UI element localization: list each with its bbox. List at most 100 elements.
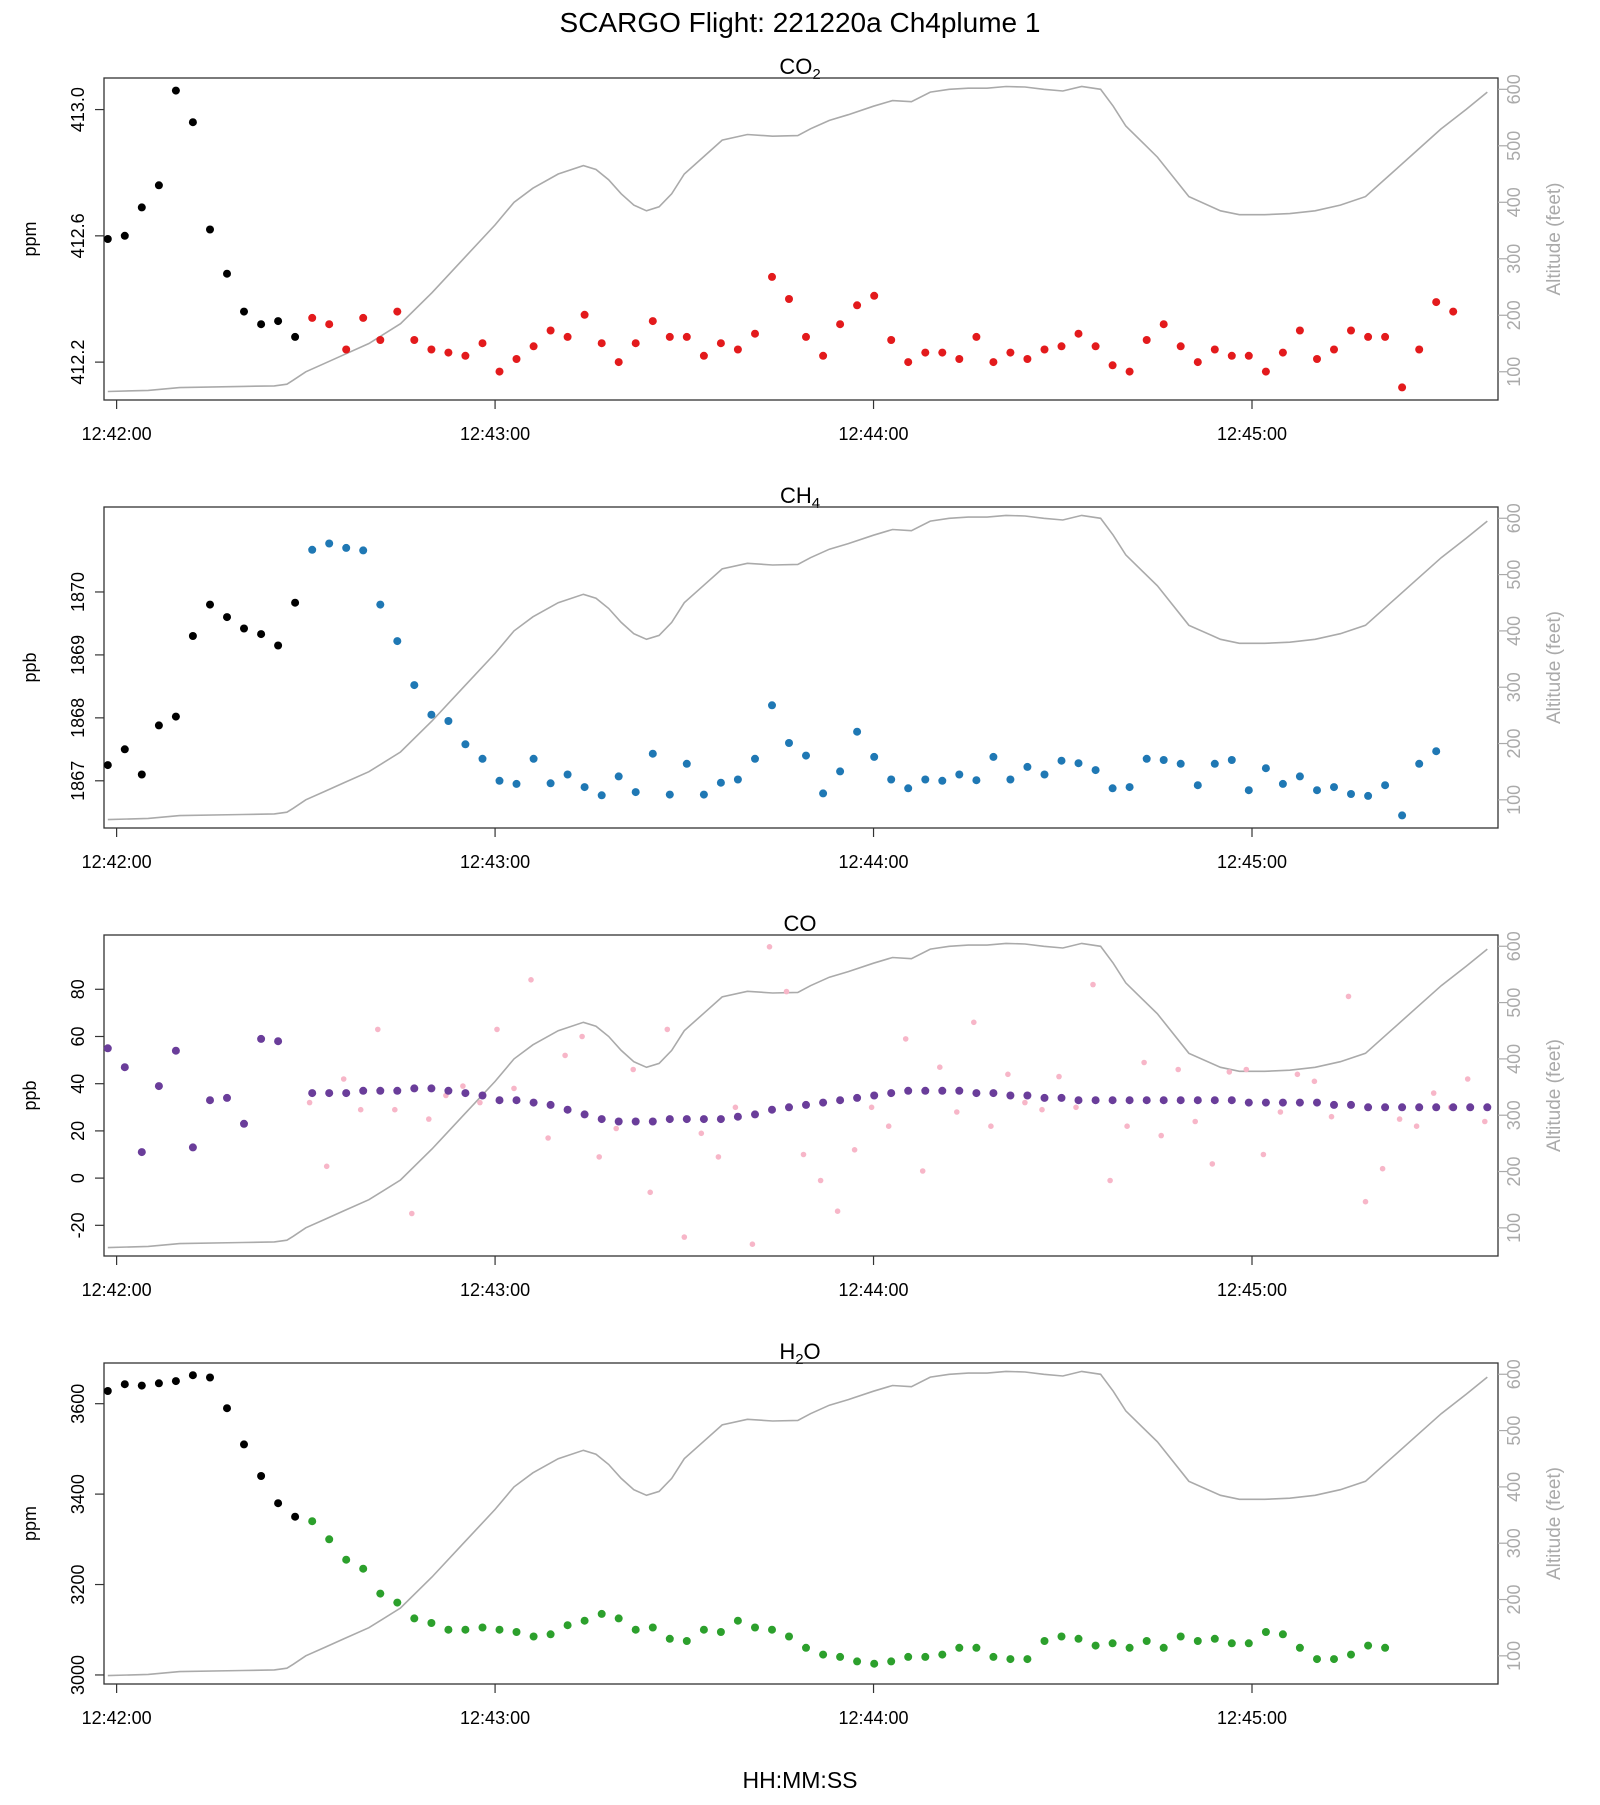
panel-title: H2O [779, 1339, 820, 1368]
raw-data-point [1464, 1076, 1471, 1082]
raw-data-point [579, 1033, 585, 1040]
data-point [546, 326, 555, 335]
raw-data-point [885, 1123, 892, 1129]
data-point [1125, 783, 1134, 792]
data-point [1057, 342, 1066, 351]
data-point [1295, 1643, 1304, 1652]
x-tick-label: 12:45:00 [1217, 1708, 1287, 1728]
panel-title-suffix: O [804, 1339, 821, 1364]
data-point [240, 1440, 248, 1449]
data-point [376, 336, 385, 344]
raw-data-point [664, 1026, 671, 1033]
data-point [1261, 1098, 1270, 1107]
raw-data-point [1209, 1161, 1216, 1167]
data-point [563, 1105, 572, 1114]
data-point [1159, 756, 1168, 764]
data-point [1295, 772, 1304, 781]
x-tick-label: 12:45:00 [1217, 424, 1287, 444]
raw-data-point [1413, 1123, 1420, 1129]
data-point [682, 332, 691, 341]
data-point [580, 783, 589, 792]
data-point [1295, 1098, 1304, 1107]
data-point [904, 358, 913, 367]
data-point [563, 332, 572, 341]
data-point [870, 1659, 879, 1668]
data-point [785, 739, 793, 747]
data-point [206, 1096, 214, 1105]
y-tick-label: 1870 [68, 572, 88, 612]
data-point [955, 355, 964, 363]
data-point [1006, 775, 1015, 784]
y-tick-label: 80 [68, 979, 88, 999]
x-tick-label: 12:44:00 [838, 424, 908, 444]
data-point [461, 1625, 470, 1634]
raw-data-point [647, 1189, 653, 1196]
data-point [921, 348, 930, 357]
data-point [359, 546, 368, 555]
data-point [887, 775, 896, 784]
data-point [240, 1119, 248, 1128]
plot-frame [103, 934, 1499, 1257]
raw-data-point [1345, 993, 1352, 1000]
data-point [495, 1625, 504, 1634]
data-point [1244, 1639, 1253, 1648]
data-point [342, 345, 351, 354]
data-point [274, 1037, 283, 1046]
data-point [325, 320, 334, 329]
data-point [461, 351, 470, 360]
data-point [802, 1100, 810, 1109]
data-point [342, 1555, 351, 1564]
data-point [1381, 1103, 1390, 1112]
data-point [274, 317, 283, 326]
data-point [1449, 1103, 1458, 1112]
data-point [257, 630, 266, 639]
plot-frame [103, 77, 1499, 401]
data-point [819, 1098, 828, 1107]
data-point [1415, 759, 1424, 768]
data-point [444, 1086, 453, 1095]
data-point [1040, 770, 1049, 779]
data-point [274, 1499, 283, 1508]
raw-data-point [375, 1026, 381, 1033]
data-point [546, 1630, 555, 1639]
alt-tick-label: 200 [1504, 1585, 1524, 1615]
raw-data-point [630, 1066, 636, 1073]
raw-data-point [1158, 1132, 1164, 1139]
data-point [955, 1086, 964, 1095]
data-point [1074, 329, 1083, 338]
data-point [1466, 1103, 1475, 1112]
data-point [120, 1380, 129, 1389]
alt-tick-label: 200 [1504, 729, 1524, 759]
data-point [836, 1096, 845, 1105]
data-point [1176, 759, 1185, 768]
data-point [512, 1628, 521, 1636]
data-point [206, 1373, 214, 1382]
data-point [904, 1086, 913, 1095]
data-point [223, 269, 231, 278]
raw-data-point [494, 1026, 500, 1033]
data-point [955, 1643, 964, 1652]
raw-data-point [1482, 1118, 1488, 1125]
data-point [887, 336, 896, 344]
y-tick-label: 0 [68, 1173, 88, 1183]
data-point [120, 1063, 129, 1072]
alt-tick-label: 300 [1504, 244, 1524, 274]
y-tick-label: 412.6 [68, 213, 88, 258]
raw-data-point [1328, 1113, 1335, 1120]
data-point [546, 779, 555, 788]
data-point [887, 1089, 896, 1098]
raw-data-point [1260, 1151, 1267, 1158]
raw-data-point [357, 1106, 364, 1113]
data-point [1278, 348, 1287, 357]
data-point [1125, 367, 1134, 376]
data-point [580, 310, 589, 319]
y-tick-label: 1869 [68, 635, 88, 675]
data-point [1176, 1632, 1185, 1641]
data-point [529, 1632, 538, 1641]
raw-data-point [1022, 1099, 1028, 1106]
raw-data-point [919, 1168, 926, 1174]
data-point [1364, 1103, 1373, 1112]
data-point [1023, 1091, 1032, 1100]
